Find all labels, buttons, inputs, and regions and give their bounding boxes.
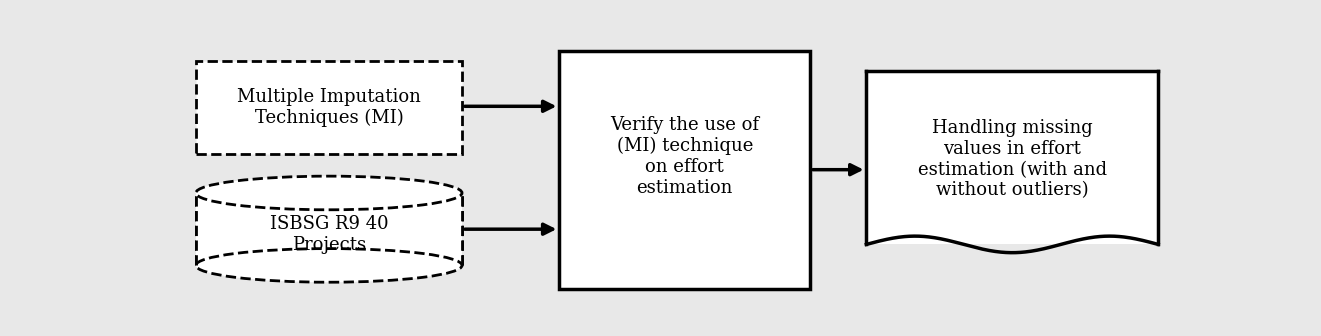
Text: ISBSG R9 40
Projects: ISBSG R9 40 Projects [269, 215, 388, 254]
Ellipse shape [196, 249, 462, 282]
Text: Verify the use of
(MI) technique
on effort
estimation: Verify the use of (MI) technique on effo… [610, 116, 760, 197]
Ellipse shape [196, 176, 462, 210]
Bar [196, 61, 462, 154]
Bar [867, 71, 1159, 244]
Bar [196, 193, 462, 265]
Bar [559, 51, 810, 289]
Text: Multiple Imputation
Techniques (MI): Multiple Imputation Techniques (MI) [236, 88, 421, 127]
Text: Handling missing
values in effort
estimation (with and
without outliers): Handling missing values in effort estima… [918, 119, 1107, 200]
